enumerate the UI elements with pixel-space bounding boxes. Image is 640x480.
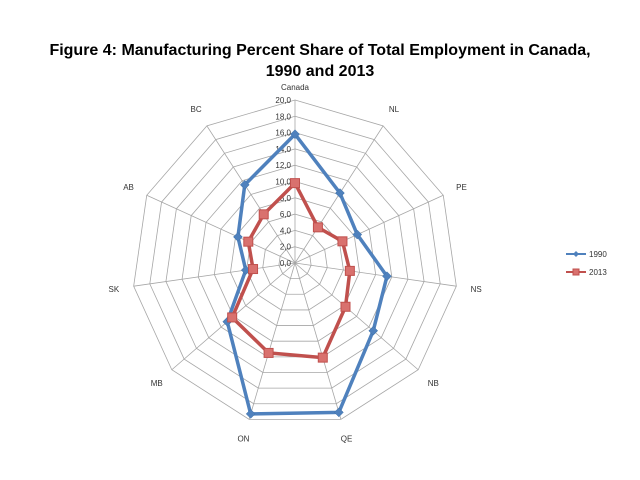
category-label-ab: AB (123, 183, 134, 192)
grid-ring (165, 132, 425, 389)
legend-marker-2013 (572, 268, 580, 276)
tick-label: 18,0 (275, 112, 291, 121)
legend-label-1990: 1990 (589, 250, 607, 259)
category-label-ns: NS (471, 285, 482, 294)
data-point-1990 (335, 188, 345, 198)
grid-ring (149, 115, 441, 405)
data-point-1990 (290, 129, 300, 140)
tick-label: 16,0 (275, 129, 291, 138)
category-label-nb: NB (428, 379, 439, 388)
category-label-sk: SK (109, 285, 120, 294)
axis-spoke (248, 262, 296, 420)
category-label-bc: BC (191, 105, 202, 114)
tick-label: 12,0 (275, 161, 291, 170)
grid-ring (278, 246, 312, 280)
data-point-2013 (290, 178, 300, 189)
grid-ring (181, 148, 409, 373)
data-point-2013 (340, 301, 351, 312)
data-point-2013 (337, 236, 348, 247)
category-label-canada: Canada (281, 83, 310, 92)
axis-spoke (146, 194, 296, 264)
grid-ring (133, 99, 457, 420)
tick-label: 4,0 (280, 226, 292, 235)
legend-marker-1990 (573, 251, 579, 257)
tick-label: 8,0 (280, 194, 292, 203)
data-point-2013 (317, 352, 328, 363)
tick-label: 20,0 (275, 96, 291, 105)
data-point-1990 (233, 232, 243, 242)
axis-spoke (294, 262, 457, 287)
data-point-1990 (239, 179, 250, 190)
data-point-2013 (227, 312, 238, 323)
data-point-2013 (312, 222, 323, 233)
grid-ring (213, 181, 377, 342)
data-point-2013 (248, 264, 259, 275)
category-label-qe: QE (341, 435, 353, 444)
axis-spoke (206, 125, 296, 264)
data-point-1990 (334, 407, 344, 418)
category-label-mb: MB (151, 379, 163, 388)
tick-label: 2,0 (280, 243, 292, 252)
chart-title-line1: Figure 4: Manufacturing Percent Share of… (49, 42, 591, 59)
category-label-pe: PE (456, 183, 467, 192)
axis-spoke (294, 262, 342, 420)
data-point-1990 (368, 325, 379, 336)
category-label-nl: NL (389, 105, 400, 114)
tick-label: 10,0 (275, 178, 291, 187)
tick-label: 0,0 (280, 259, 292, 268)
data-point-2013 (263, 347, 274, 358)
axis-spoke (294, 262, 419, 371)
chart-title-line2: 1990 and 2013 (265, 63, 375, 80)
data-point-2013 (344, 265, 355, 276)
series-line-1990 (225, 132, 389, 416)
data-point-2013 (243, 236, 254, 247)
chart-title: Figure 4: Manufacturing Percent Share of… (0, 40, 640, 82)
category-label-on: ON (237, 435, 249, 444)
tick-label: 14,0 (275, 145, 291, 154)
axis-spoke (294, 194, 444, 264)
data-point-1990 (245, 409, 256, 419)
tick-label: 6,0 (280, 210, 292, 219)
axis-spoke (133, 262, 296, 287)
legend-label-2013: 2013 (589, 268, 607, 277)
data-point-1990 (382, 271, 392, 282)
data-point-1990 (352, 229, 363, 240)
data-point-2013 (258, 209, 269, 220)
grid-ring (262, 229, 328, 295)
